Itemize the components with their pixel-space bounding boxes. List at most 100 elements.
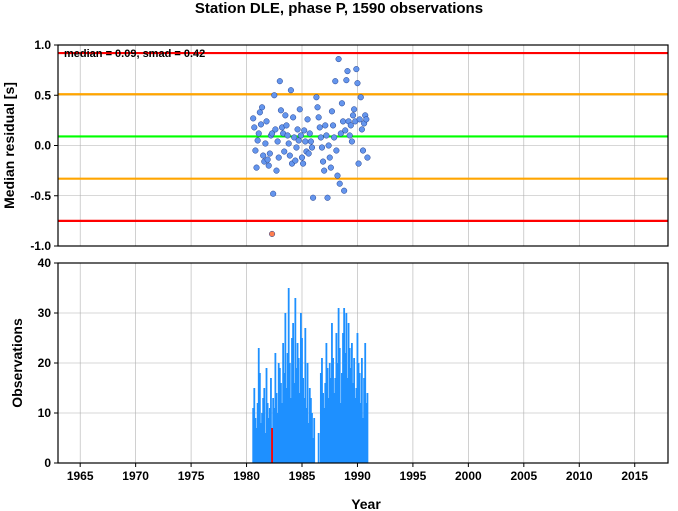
y-tick-label: 30 [38,306,52,320]
scatter-point [357,94,364,101]
histogram-bar [365,403,368,463]
histogram-bar [265,368,268,463]
scatter-point [325,142,332,149]
histogram-bar [280,383,282,463]
scatter-point [348,138,355,145]
scatter-point [272,126,279,133]
scatter-point [313,94,320,101]
histogram-bar [272,398,275,463]
histogram-bar [307,423,310,463]
histogram-bar [264,433,267,463]
scatter-point [322,122,329,129]
scatter-point [265,162,272,169]
histogram-bar [277,363,280,463]
scatter-point [333,147,340,154]
histogram-bar [256,403,259,463]
scatter-point [308,144,316,151]
histogram-bar [292,323,295,463]
scatter-point [323,132,330,139]
y-tick-label: 40 [38,256,52,270]
scatter-point [301,127,308,134]
scatter-point [327,164,334,171]
histogram-bar [283,373,286,463]
scatter-point [252,147,259,154]
scatter-point [290,114,297,121]
x-tick-label: 1990 [344,469,371,483]
histogram-bar [291,338,293,463]
scatter-point [300,160,307,167]
histogram-bar [305,408,308,463]
scatter-point [351,106,358,113]
histogram-bar [268,408,271,463]
x-tick-label: 1980 [233,469,260,483]
x-tick-label: 2000 [455,469,482,483]
scatter-point [295,137,302,144]
histogram-bar [278,368,281,463]
scatter-point [334,172,341,179]
scatter-point [292,157,299,164]
histogram-bar [262,398,265,463]
histogram-bar [355,388,358,463]
scatter-point [317,134,324,141]
scatter-point [260,152,267,159]
histogram-bar [358,373,361,463]
y-tick-label: 10 [38,406,52,420]
scatter-point [307,138,314,145]
scatter-point [269,230,276,237]
scatter-point [341,187,348,194]
histogram-bar [332,358,334,463]
histogram-bar [308,388,311,463]
scatter-point [291,134,298,141]
scatter-point [271,92,278,99]
histogram-bar [341,373,343,463]
histogram-bar [306,363,309,463]
scatter-point [257,121,265,128]
x-tick-label: 1995 [400,469,427,483]
scatter-point [286,152,293,159]
histogram-bar [352,383,354,463]
scatter-point [306,130,313,137]
scatter-point [316,124,323,131]
scatter-point [269,130,276,137]
histogram-bar [271,428,273,463]
y-tick-label: 1.0 [34,38,51,52]
scatter-point [276,78,283,85]
histogram-bar [351,343,353,463]
scatter-point [270,190,277,197]
histogram-bar [317,433,320,463]
histogram-bar [357,363,360,463]
histogram-bar [290,398,292,463]
histogram-bar [309,398,312,463]
chart-title: Station DLE, phase P, 1590 observations [194,0,484,17]
y-axis-label: Median residual [s] [1,82,17,209]
x-axis-label: Year [351,496,381,511]
x-tick-label: 2015 [621,469,648,483]
histogram-bar [304,328,307,463]
y-tick-label: 0.0 [34,139,51,153]
scatter-point [251,124,258,131]
scatter-point [281,148,288,155]
scatter-point [277,107,284,114]
scatter-point [296,106,303,113]
histogram-bar [255,428,258,463]
histogram-bar [266,403,269,463]
histogram-bar [299,313,302,463]
scatter-point [274,138,281,145]
histogram-bar [276,413,279,463]
scatter-point [318,144,326,151]
scatter-point [346,132,353,139]
histogram-bar [325,343,328,463]
histogram-bar [362,418,364,463]
scatter-point [273,167,280,174]
scatter-point [262,140,269,147]
scatter-point [283,122,290,129]
scatter-point [293,144,300,151]
histogram-bar [348,348,351,463]
scatter-point [253,164,260,171]
histogram-bar [321,358,323,463]
histogram-bar [287,288,290,463]
histogram-bar [294,298,297,463]
histogram-bar [364,343,367,463]
scatter-point [254,137,261,144]
scatter-point [294,126,301,133]
